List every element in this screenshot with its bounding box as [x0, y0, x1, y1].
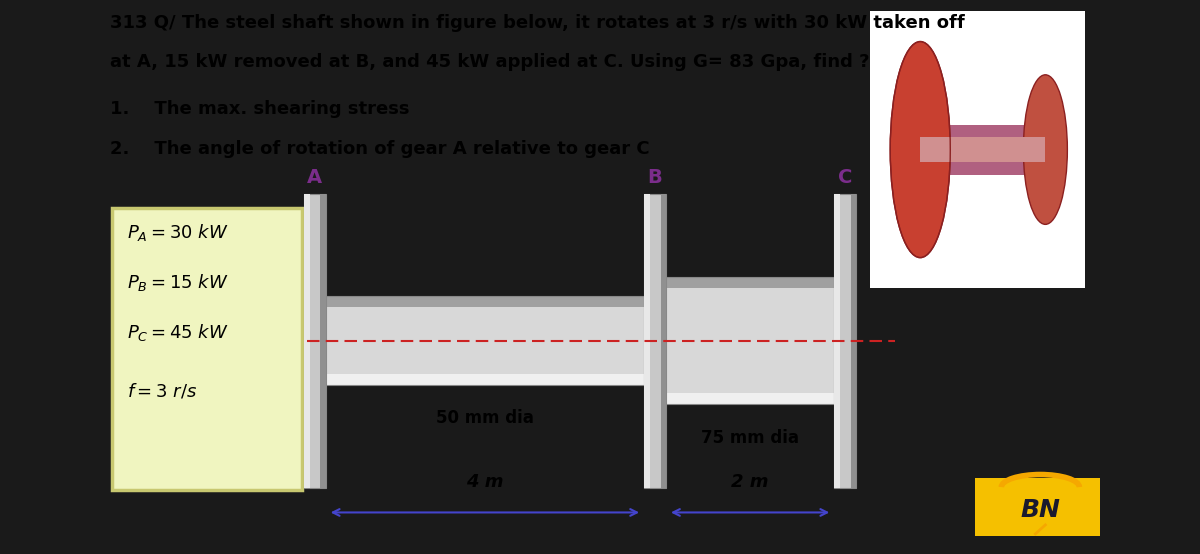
Text: at A, 15 kW removed at B, and 45 kW applied at C. Using G= 83 Gpa, find ?: at A, 15 kW removed at B, and 45 kW appl… [109, 53, 869, 70]
Text: $P_B = 15\ kW$: $P_B = 15\ kW$ [127, 272, 228, 293]
Bar [304, 194, 325, 488]
Bar [660, 194, 666, 488]
Bar [920, 125, 1045, 175]
Bar [655, 288, 845, 393]
Text: 50 mm dia: 50 mm dia [436, 409, 534, 427]
Bar [851, 194, 857, 488]
Bar [304, 194, 310, 488]
Text: 2.    The angle of rotation of gear A relative to gear C: 2. The angle of rotation of gear A relat… [109, 140, 649, 157]
Ellipse shape [1024, 75, 1067, 224]
Bar [870, 11, 1085, 288]
Bar [976, 478, 1105, 536]
Text: 4 m: 4 m [466, 473, 504, 491]
Text: C: C [838, 168, 852, 187]
Bar [834, 194, 840, 488]
Bar [655, 393, 845, 404]
Text: $P_A = 30\ kW$: $P_A = 30\ kW$ [127, 222, 228, 243]
Bar [920, 137, 1045, 162]
Text: A: A [307, 168, 323, 187]
Bar [655, 277, 845, 404]
Bar [644, 194, 650, 488]
Text: $f = 3\ r/s$: $f = 3\ r/s$ [127, 381, 197, 400]
FancyBboxPatch shape [112, 208, 301, 490]
Bar [834, 194, 857, 488]
Text: 313 Q/ The steel shaft shown in figure below, it rotates at 3 r/s with 30 kW tak: 313 Q/ The steel shaft shown in figure b… [109, 14, 965, 32]
Bar [655, 277, 845, 288]
Text: 75 mm dia: 75 mm dia [701, 429, 799, 447]
Text: BN: BN [1020, 497, 1061, 522]
Ellipse shape [890, 42, 950, 258]
Bar [644, 194, 666, 488]
Text: B: B [648, 168, 662, 187]
Bar [314, 296, 655, 307]
Text: 1.    The max. shearing stress: 1. The max. shearing stress [109, 100, 409, 117]
Text: 2 m: 2 m [731, 473, 769, 491]
Bar [314, 374, 655, 385]
Bar [314, 296, 655, 385]
Bar [314, 307, 655, 374]
Bar [320, 194, 325, 488]
Text: $P_C = 45\ kW$: $P_C = 45\ kW$ [127, 322, 228, 343]
